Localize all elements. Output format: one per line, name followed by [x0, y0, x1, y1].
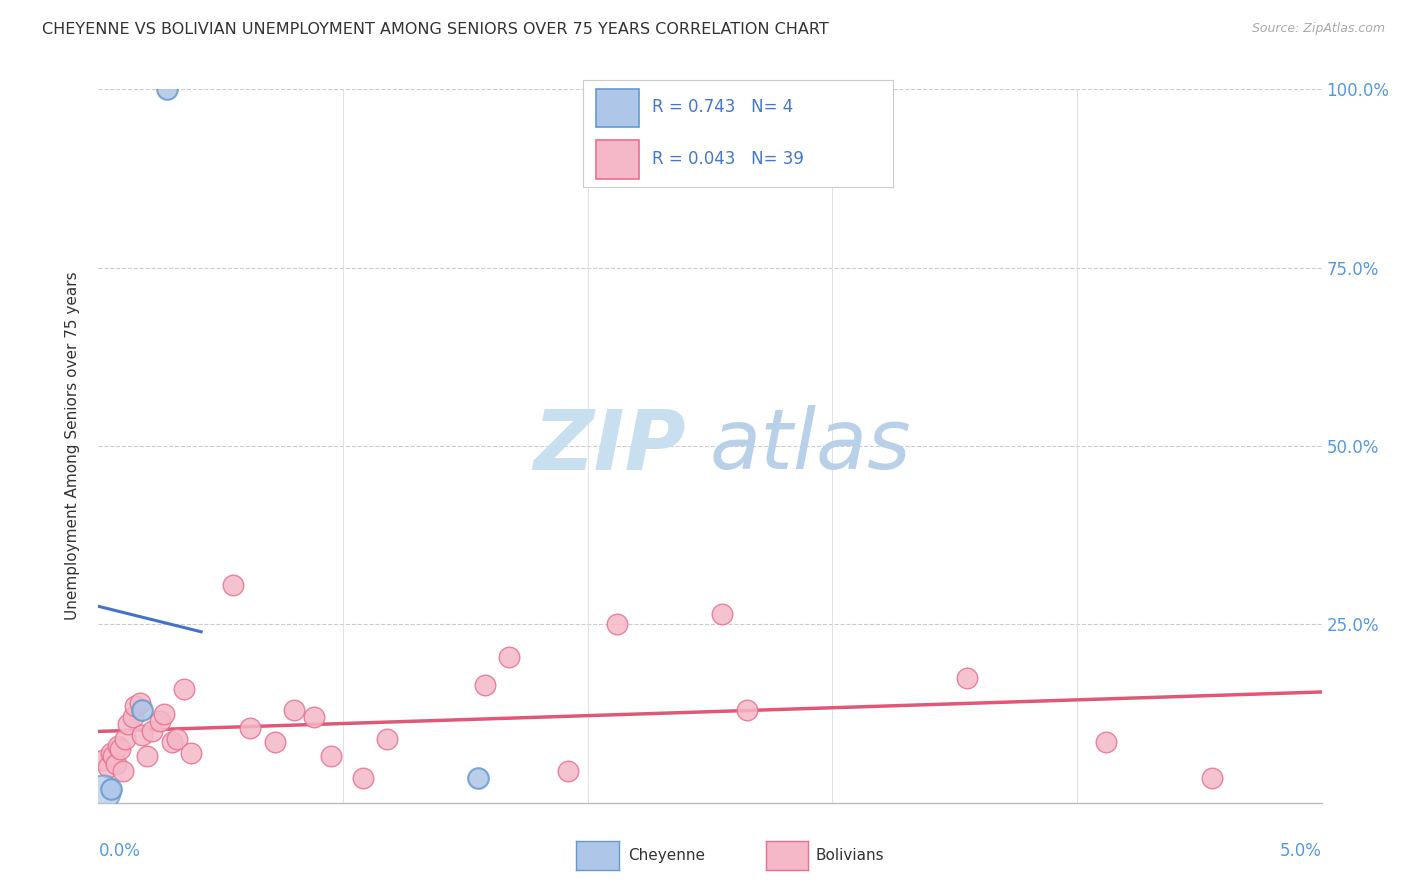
Point [117, 717, 139, 731]
Text: 5.0%: 5.0% [1279, 842, 1322, 860]
Point [111, 764, 134, 778]
Text: Cheyenne: Cheyenne [628, 848, 706, 863]
Text: R = 0.743   N= 4: R = 0.743 N= 4 [651, 98, 793, 116]
Point [474, 678, 496, 692]
Point [129, 696, 152, 710]
Point [283, 703, 305, 717]
Point [166, 731, 188, 746]
Point [131, 703, 153, 717]
Point [153, 706, 176, 721]
Point [141, 724, 163, 739]
Y-axis label: Unemployment Among Seniors over 75 years: Unemployment Among Seniors over 75 years [65, 272, 80, 620]
Point [131, 728, 153, 742]
Point [100, 781, 122, 796]
Text: R = 0.043   N= 39: R = 0.043 N= 39 [651, 151, 803, 169]
Point [956, 671, 979, 685]
Point [467, 771, 489, 785]
Point [156, 82, 179, 96]
Point [180, 746, 202, 760]
Point [1201, 771, 1223, 785]
Point [222, 578, 245, 592]
Point [319, 749, 342, 764]
Point [114, 731, 136, 746]
Point [104, 756, 127, 771]
Point [136, 749, 159, 764]
Point [375, 731, 398, 746]
Point [606, 617, 628, 632]
Point [101, 749, 124, 764]
Point [121, 710, 143, 724]
Point [557, 764, 579, 778]
Point [100, 746, 122, 760]
Text: ZIP: ZIP [533, 406, 686, 486]
FancyBboxPatch shape [596, 89, 640, 128]
Point [110, 742, 132, 756]
Point [239, 721, 262, 735]
Point [498, 649, 520, 664]
Point [91, 753, 114, 767]
Point [97, 760, 120, 774]
Point [173, 681, 195, 696]
Text: Bolivians: Bolivians [815, 848, 884, 863]
Point [91, 785, 114, 799]
Text: atlas: atlas [710, 406, 911, 486]
Point [160, 735, 183, 749]
Point [149, 714, 172, 728]
FancyBboxPatch shape [596, 140, 640, 178]
Text: Source: ZipAtlas.com: Source: ZipAtlas.com [1251, 22, 1385, 36]
Point [107, 739, 129, 753]
Point [711, 607, 734, 621]
Point [352, 771, 374, 785]
Point [124, 699, 146, 714]
Text: CHEYENNE VS BOLIVIAN UNEMPLOYMENT AMONG SENIORS OVER 75 YEARS CORRELATION CHART: CHEYENNE VS BOLIVIAN UNEMPLOYMENT AMONG … [42, 22, 830, 37]
Point [735, 703, 758, 717]
Point [263, 735, 285, 749]
Point [302, 710, 325, 724]
Text: 0.0%: 0.0% [98, 842, 141, 860]
Point [1095, 735, 1118, 749]
